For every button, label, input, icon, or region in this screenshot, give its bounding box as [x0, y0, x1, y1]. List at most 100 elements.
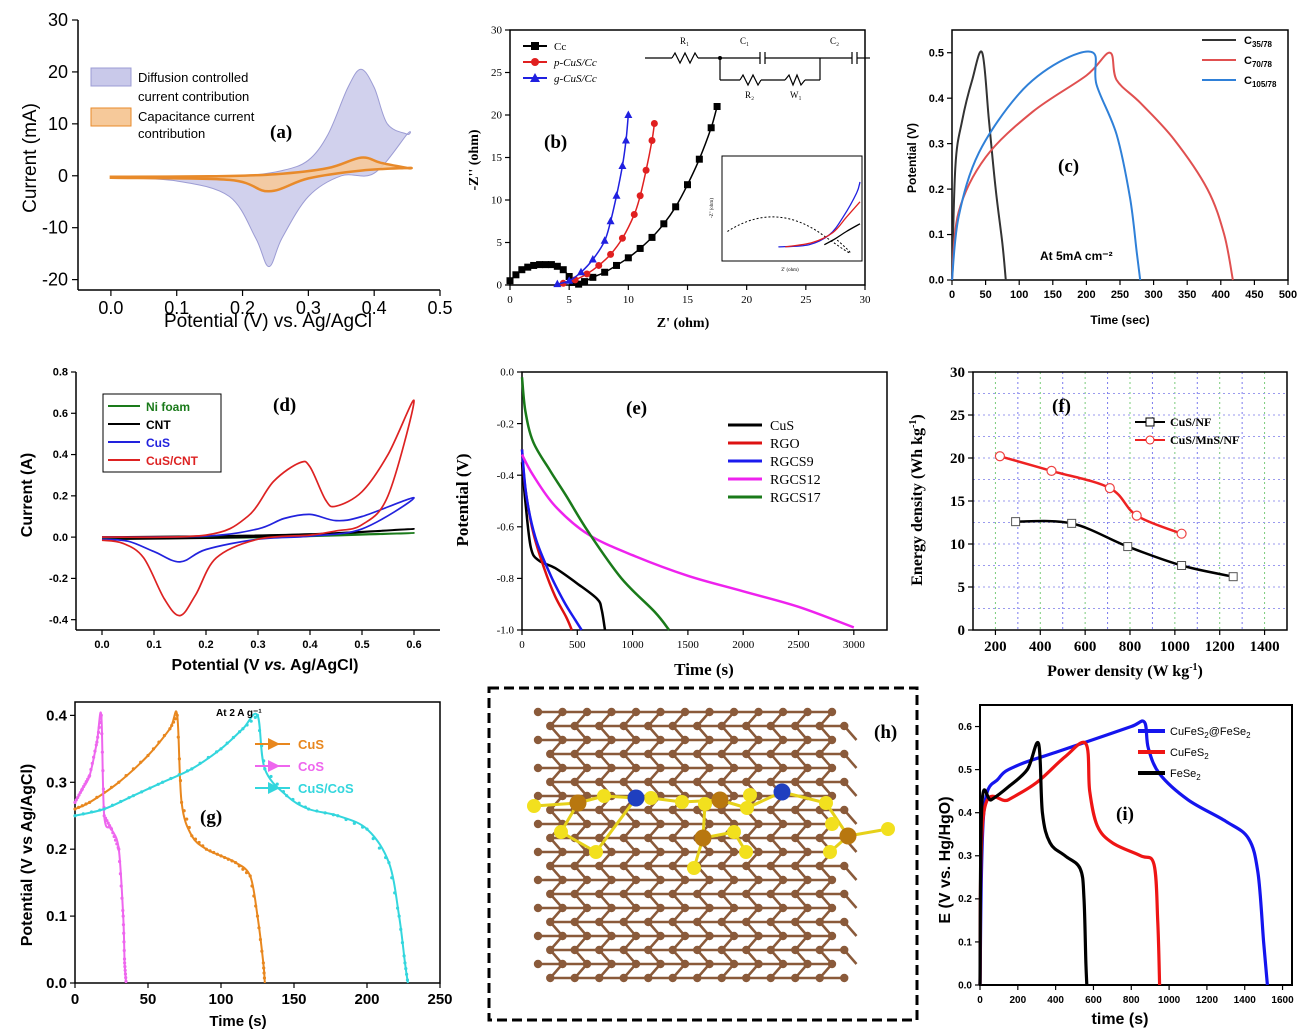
carbon-atom: [680, 903, 690, 913]
sulfur-atom: [687, 861, 701, 875]
data-point: [106, 821, 110, 825]
carbon-atom: [717, 777, 726, 787]
data-point: [1123, 542, 1133, 552]
carbon-atom: [778, 707, 788, 717]
y-tick-label: 5: [497, 237, 503, 249]
circuit-label-c1: C₁: [740, 36, 749, 46]
x-tick-label: 1200: [1196, 995, 1219, 1006]
x-tick-label: 800: [1123, 995, 1140, 1006]
x-tick-label: 1600: [1271, 995, 1294, 1006]
x-tick-label: 150: [1044, 289, 1062, 301]
y-tick-label: 25: [950, 408, 965, 424]
carbon-atom: [840, 861, 849, 871]
carbon-atom: [778, 875, 788, 885]
x-tick-label: 200: [1009, 995, 1026, 1006]
data-point: [73, 800, 77, 804]
legend-label-cnt: CNT: [146, 418, 171, 432]
series-line-rgcs9: [520, 449, 583, 631]
data-point: [99, 713, 103, 717]
y-tick-label: -10: [42, 218, 68, 238]
data-point: [122, 957, 127, 961]
cobalt-atom: [627, 789, 645, 807]
legend-label-capacitance-1: Capacitance current: [138, 109, 255, 124]
carbon-atom: [766, 861, 775, 871]
carbon-atom: [840, 721, 849, 731]
carbon-atom: [754, 819, 763, 829]
carbon-atom: [546, 861, 555, 871]
data-point: [624, 110, 633, 118]
y-tick-label: 0.6: [53, 408, 68, 420]
carbon-atom: [827, 875, 837, 885]
data-point: [162, 733, 167, 738]
data-point: [77, 793, 81, 797]
carbon-atom: [693, 721, 702, 731]
x-tick-label: 0.4: [302, 639, 318, 651]
x-tick-label: 30: [860, 294, 872, 306]
carbon-atom: [766, 889, 775, 899]
carbon-atom: [582, 819, 592, 829]
series-line-rgcs12: [520, 454, 855, 629]
carbon-atom: [754, 959, 763, 969]
data-point: [252, 894, 256, 898]
carbon-atom: [619, 749, 628, 759]
data-point: [512, 271, 520, 279]
y-tick-label: -20: [42, 270, 68, 290]
carbon-atom: [680, 847, 690, 857]
panel-d: 0.0 0.1 0.2 0.3 0.4 0.5 0.6 -0.4 -0.2 0.0 0.2 0.4 0.…: [19, 367, 440, 674]
data-point: [1228, 572, 1238, 582]
data-point: [589, 273, 597, 281]
x-tick-label: 500: [569, 639, 586, 651]
carbon-atom: [827, 707, 837, 717]
data-point: [103, 816, 108, 820]
x-tick-label: 200: [984, 639, 1007, 655]
sulfur-atom: [698, 797, 712, 811]
data-point: [169, 776, 173, 781]
carbon-atom: [729, 847, 739, 857]
data-point: [208, 849, 212, 853]
carbon-atom: [668, 973, 677, 983]
data-point: [400, 941, 405, 945]
data-point: [177, 773, 181, 777]
legend-swatch-capacitance: [90, 107, 132, 127]
carbon-atom: [558, 735, 567, 745]
carbon-atom: [791, 749, 800, 759]
data-point: [361, 825, 365, 829]
carbon-atom: [533, 931, 543, 941]
data-point: [204, 847, 208, 851]
data-point: [258, 937, 263, 942]
data-point: [84, 780, 88, 784]
carbon-atom: [546, 777, 555, 787]
x-tick-label: 450: [1245, 289, 1263, 301]
data-point: [601, 268, 609, 276]
legend-label-e-cus: CuS: [770, 419, 794, 434]
x-tick-label: 2000: [732, 639, 755, 651]
carbon-atom: [644, 945, 653, 955]
data-point: [198, 761, 202, 765]
panel-b-inset: Z' (ohm) -Z'' (ohm): [710, 155, 863, 273]
data-point: [713, 103, 721, 110]
axes-frame: [521, 371, 888, 631]
legend-label-rgo: RGO: [770, 437, 800, 452]
data-point: [402, 954, 406, 958]
data-point: [1177, 561, 1187, 570]
carbon-atom: [778, 959, 788, 969]
data-point: [140, 790, 144, 794]
sulfur-atom: [743, 788, 757, 802]
data-point: [244, 871, 249, 875]
series-line-cus: [101, 497, 415, 563]
carbon-atom: [680, 735, 690, 745]
data-point: [115, 842, 119, 846]
data-point: [315, 809, 319, 813]
data-point: [170, 723, 174, 728]
carbon-atom: [619, 917, 628, 927]
data-point: [524, 263, 532, 271]
x-tick-label: 0.3: [250, 639, 265, 651]
x-tick-label: 0.0: [98, 298, 123, 318]
data-point: [139, 760, 143, 764]
carbon-atom: [656, 959, 665, 969]
inset-curve-gcus: [778, 181, 861, 248]
sulfur-atom: [825, 817, 839, 831]
x-tick-label: 0: [977, 995, 983, 1006]
data-point: [618, 161, 627, 169]
carbon-atom: [778, 735, 788, 745]
